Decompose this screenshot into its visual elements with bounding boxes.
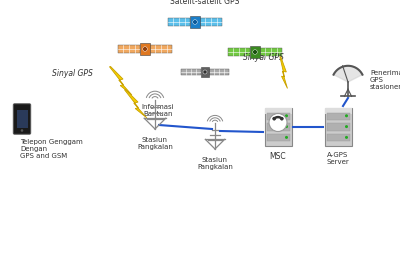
Bar <box>168 18 190 26</box>
Polygon shape <box>280 57 288 88</box>
Bar <box>324 108 352 113</box>
Bar <box>140 43 150 55</box>
Bar <box>326 123 350 131</box>
Circle shape <box>269 113 287 132</box>
Circle shape <box>272 117 276 120</box>
Polygon shape <box>124 89 147 118</box>
Circle shape <box>143 47 147 51</box>
Bar <box>228 48 250 56</box>
Circle shape <box>345 114 348 117</box>
Bar <box>264 108 292 113</box>
Circle shape <box>345 125 348 128</box>
Circle shape <box>253 50 257 54</box>
Bar <box>190 16 200 28</box>
Bar <box>324 108 352 146</box>
Bar <box>326 113 350 120</box>
Text: Stasiun
Pangkalan: Stasiun Pangkalan <box>137 137 173 150</box>
Text: Informasi
Bantuan: Informasi Bantuan <box>142 104 174 117</box>
Circle shape <box>285 114 288 117</box>
Bar <box>264 108 292 146</box>
Bar <box>326 134 350 142</box>
Bar <box>181 69 201 75</box>
Text: Stasiun
Pangkalan: Stasiun Pangkalan <box>197 157 233 170</box>
Bar <box>118 45 140 53</box>
Circle shape <box>280 117 284 120</box>
FancyBboxPatch shape <box>13 104 31 134</box>
Circle shape <box>285 125 288 128</box>
Polygon shape <box>110 66 132 95</box>
Bar <box>150 45 172 53</box>
Text: Penerima
GPS
stasioner: Penerima GPS stasioner <box>370 70 400 90</box>
Bar <box>200 18 222 26</box>
Circle shape <box>193 20 197 24</box>
Text: Sinyal GPS: Sinyal GPS <box>243 53 284 61</box>
Bar <box>201 67 209 77</box>
Bar <box>16 110 28 128</box>
Circle shape <box>21 129 23 132</box>
Text: Telepon Genggam
Dengan
GPS and GSM: Telepon Genggam Dengan GPS and GSM <box>20 139 83 159</box>
Bar <box>260 48 282 56</box>
Bar <box>250 46 260 58</box>
Text: Sinyal GPS: Sinyal GPS <box>52 69 93 77</box>
Text: A-GPS
Server: A-GPS Server <box>327 152 349 165</box>
Bar <box>266 123 290 131</box>
Circle shape <box>345 136 348 139</box>
Bar <box>209 69 229 75</box>
Text: MSC: MSC <box>270 152 286 161</box>
Bar <box>266 113 290 120</box>
Polygon shape <box>334 66 362 82</box>
Circle shape <box>203 70 207 74</box>
Circle shape <box>285 136 288 139</box>
Text: Satelit-satelit GPS: Satelit-satelit GPS <box>170 0 240 6</box>
Bar <box>266 134 290 142</box>
